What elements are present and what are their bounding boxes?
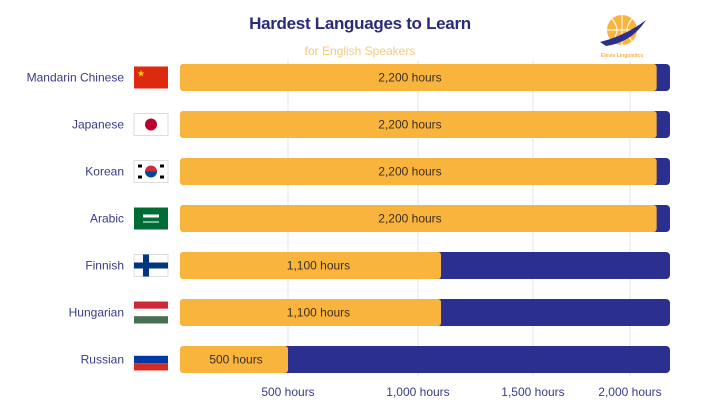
logo-globe-icon: Elevis Linguistics — [600, 15, 646, 59]
category-label: Finnish — [85, 259, 124, 273]
chart-title: Hardest Languages to Learn — [249, 14, 471, 33]
category-label: Japanese — [72, 118, 124, 132]
data-label: 2,200 hours — [378, 118, 441, 132]
x-tick-label: 500 hours — [261, 385, 314, 399]
bar-track — [180, 346, 670, 373]
flag-border — [133, 113, 169, 136]
x-tick-label: 1,000 hours — [386, 385, 449, 399]
x-tick-label: 2,000 hours — [598, 385, 661, 399]
flag-part — [160, 175, 164, 179]
category-label: Arabic — [90, 212, 124, 226]
flag-part — [143, 254, 149, 277]
japan-flag — [133, 113, 169, 136]
hungary-flag — [134, 301, 168, 324]
flag-part — [145, 118, 157, 131]
data-label: 2,200 hours — [378, 71, 441, 85]
category-label: Korean — [85, 165, 124, 179]
flag-part — [134, 66, 168, 89]
bar — [180, 205, 657, 232]
finland-flag — [133, 254, 169, 277]
flag-part — [134, 355, 168, 364]
category-label: Hungarian — [69, 306, 124, 320]
data-label: 2,200 hours — [378, 165, 441, 179]
flag-part — [134, 207, 168, 230]
chart-subtitle: for English Speakers — [304, 44, 416, 58]
bar — [180, 111, 657, 138]
data-label: 1,100 hours — [287, 306, 350, 320]
x-tick-label: 1,500 hours — [501, 385, 564, 399]
flag-part — [134, 348, 168, 356]
flag-part — [134, 301, 168, 309]
flag-part — [143, 214, 159, 218]
flag-part — [138, 175, 142, 179]
flag-border — [133, 160, 169, 183]
bar — [180, 299, 441, 326]
category-label: Mandarin Chinese — [27, 71, 125, 85]
bar — [180, 346, 288, 373]
flag-part — [145, 171, 157, 178]
flag-part — [134, 363, 168, 371]
data-label: 500 hours — [209, 353, 262, 367]
south-korea-flag — [133, 160, 169, 183]
flag-part — [134, 316, 168, 324]
bar — [180, 64, 657, 91]
flag-part — [160, 164, 164, 168]
flag-part — [134, 262, 168, 269]
bar — [180, 158, 657, 185]
data-label: 1,100 hours — [287, 259, 350, 273]
china-flag: ★ — [134, 66, 168, 89]
flag-part — [134, 308, 168, 317]
data-label: 2,200 hours — [378, 212, 441, 226]
russia-flag — [134, 348, 168, 371]
logo-text: Elevis Linguistics — [601, 53, 643, 59]
bar — [180, 252, 441, 279]
flag-part — [145, 165, 157, 172]
flag-part — [143, 221, 159, 223]
saudi-arabia-flag — [134, 207, 168, 230]
star: ★ — [137, 69, 145, 79]
category-label: Russian — [81, 353, 124, 367]
flag-part — [138, 164, 142, 168]
